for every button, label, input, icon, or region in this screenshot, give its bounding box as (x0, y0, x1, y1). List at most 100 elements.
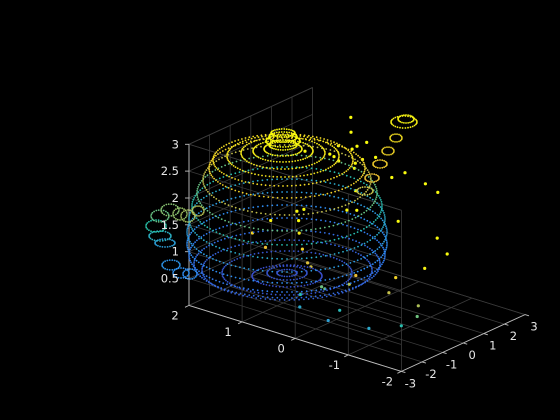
teapot-body-point (344, 163, 347, 165)
teapot-lid-point (278, 131, 281, 134)
box-floor-right (312, 248, 526, 315)
teapot-body-point (363, 267, 366, 270)
teapot-body-point (377, 215, 380, 218)
teapot-lid-point (237, 139, 240, 141)
teapot-body-point (338, 245, 340, 248)
teapot-body-point (368, 224, 371, 227)
teapot-body-point (305, 191, 308, 194)
teapot-handle-point (182, 274, 185, 277)
teapot-body-point (251, 210, 254, 213)
data-point (367, 326, 371, 330)
teapot-body-point (222, 226, 225, 228)
teapot-body-point (222, 282, 225, 284)
teapot-spout-point (384, 160, 387, 163)
teapot-lid-point (217, 149, 219, 152)
teapot-lid-point (276, 154, 279, 157)
teapot-body-point (380, 201, 383, 203)
teapot-bottom-point (283, 275, 286, 278)
teapot-lid-point (286, 185, 289, 187)
teapot-body-point (374, 183, 376, 186)
teapot-lid-point (244, 139, 247, 142)
teapot-body-point (314, 291, 317, 294)
teapot-body-point (357, 215, 360, 217)
teapot-lid-point (273, 147, 275, 150)
data-point (298, 292, 302, 297)
teapot-lid-point (242, 157, 245, 160)
teapot-body-point (351, 272, 353, 274)
teapot-body-point (227, 187, 230, 189)
teapot-body-point (212, 254, 214, 257)
teapot-body-point (379, 230, 382, 232)
teapot-lid-point (338, 155, 340, 157)
teapot-lid-point (276, 135, 278, 138)
teapot-lid-point (335, 149, 338, 152)
teapot-bottom-point (286, 279, 288, 281)
teapot-body-point (230, 264, 233, 267)
teapot-body-point (222, 276, 225, 279)
teapot-body-point (257, 228, 260, 230)
teapot-body-point (370, 222, 373, 225)
teapot-spout-point (390, 146, 392, 149)
data-point (387, 291, 391, 295)
teapot-lid-point (271, 140, 274, 143)
teapot-handle-point (175, 218, 177, 220)
teapot-body-point (318, 253, 321, 255)
teapot-lid-point (266, 144, 268, 147)
teapot-body-point (348, 164, 350, 167)
teapot-body-point (384, 254, 386, 256)
teapot-bottom-point (291, 269, 293, 271)
teapot-body-point (343, 282, 346, 285)
teapot-body-point (208, 242, 211, 245)
teapot-body-point (314, 156, 317, 158)
teapot-lid-point (308, 164, 311, 167)
teapot-body-point (376, 259, 379, 262)
teapot-body-point (371, 249, 373, 252)
teapot-body-point (276, 166, 278, 169)
teapot-spout-point (410, 120, 413, 123)
teapot-body-point (238, 286, 241, 289)
teapot-lid-point (323, 138, 325, 140)
teapot-body-point (230, 246, 233, 249)
teapot-lid-point (237, 179, 240, 181)
teapot-lid-point (319, 170, 322, 173)
teapot-body-point (205, 275, 208, 277)
teapot-body-point (247, 207, 250, 209)
teapot-body-point (374, 235, 376, 238)
teapot-body-point (349, 176, 352, 178)
teapot-body-point (226, 283, 228, 286)
teapot-lid-point (265, 166, 268, 169)
teapot-handle-point (166, 231, 169, 234)
teapot-lid-point (227, 150, 230, 153)
teapot-lid-point (253, 140, 255, 143)
teapot-body-point (332, 159, 335, 162)
teapot-body-point (355, 181, 357, 183)
teapot-bottom-point (293, 269, 295, 272)
teapot-handle-point (162, 266, 165, 269)
teapot-body-point (377, 270, 379, 272)
teapot-spout-point (409, 121, 411, 124)
teapot-bottom-point (295, 271, 298, 273)
teapot-spout-point (386, 146, 388, 149)
teapot-body-point (186, 233, 189, 235)
teapot-body-point (205, 189, 208, 191)
teapot-handle-point (173, 275, 176, 277)
teapot-handle-point (164, 230, 167, 233)
teapot-body-point (300, 290, 303, 293)
teapot-lid-point (231, 141, 233, 144)
teapot-body-point (300, 191, 303, 194)
teapot-bottom-point (279, 278, 282, 281)
teapot-body-point (215, 198, 218, 200)
teapot-lid-point (291, 129, 294, 132)
teapot-lid-point (278, 135, 281, 138)
teapot-bottom-point (293, 274, 295, 277)
teapot-handle-point (185, 269, 187, 271)
teapot-handle-point (150, 213, 153, 216)
teapot-body-point (364, 165, 366, 168)
teapot-lid-point (352, 157, 354, 160)
teapot-body-point (379, 199, 382, 201)
grid-line-z-side (188, 197, 402, 265)
teapot-lid-point (282, 149, 284, 151)
teapot-handle-point (153, 219, 156, 222)
teapot-spout-point (377, 175, 380, 178)
